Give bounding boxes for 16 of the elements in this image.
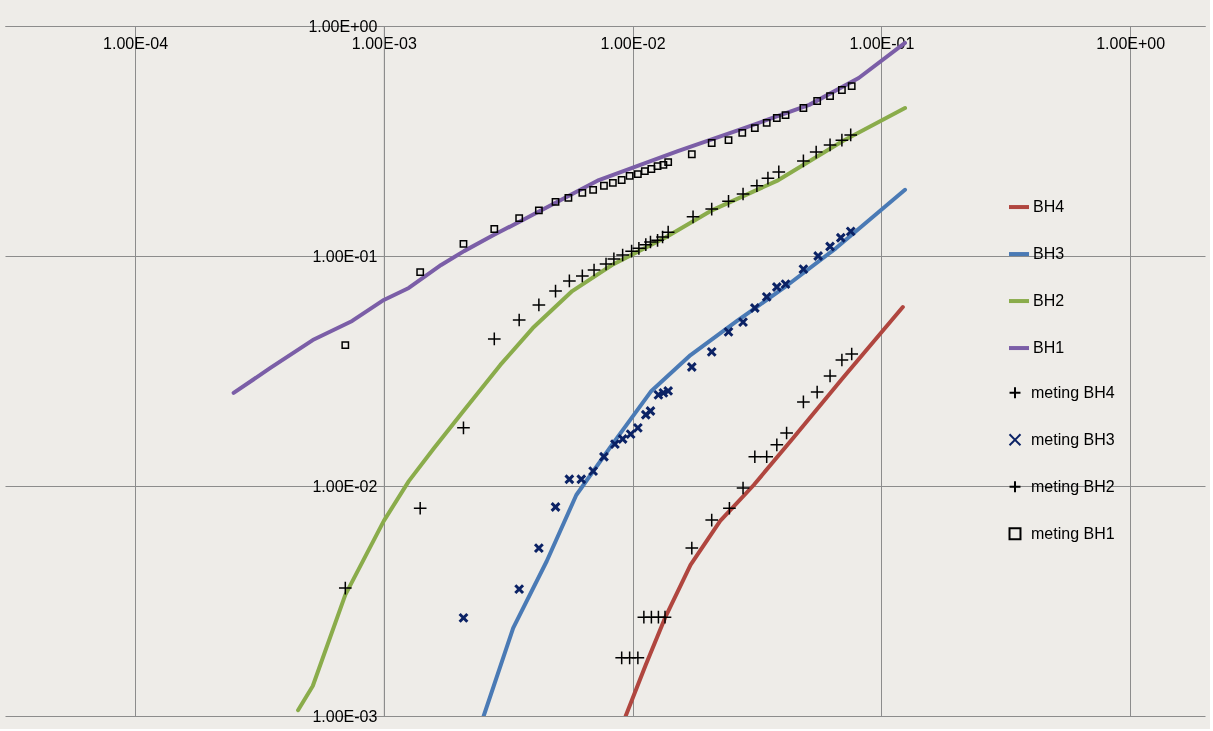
- x-tick-label: 1.00E-04: [103, 34, 169, 52]
- legend-label: BH2: [1033, 292, 1065, 310]
- x-tick-label: 1.00E-02: [600, 34, 666, 52]
- legend-label: meting BH4: [1031, 383, 1115, 401]
- legend-label: meting BH3: [1031, 430, 1115, 448]
- legend-label: BH1: [1033, 339, 1065, 357]
- legend-label: BH4: [1033, 198, 1065, 216]
- legend-label: BH3: [1033, 245, 1065, 263]
- y-tick-label: 1.00E-01: [312, 247, 378, 265]
- y-tick-label: 1.00E+00: [308, 17, 378, 35]
- y-tick-label: 1.00E-03: [312, 707, 378, 725]
- x-tick-label: 1.00E-03: [351, 34, 417, 52]
- y-tick-label: 1.00E-02: [312, 477, 378, 495]
- legend-label: meting BH2: [1031, 477, 1115, 495]
- x-tick-label: 1.00E+00: [1096, 34, 1166, 52]
- legend-label: meting BH1: [1031, 524, 1115, 542]
